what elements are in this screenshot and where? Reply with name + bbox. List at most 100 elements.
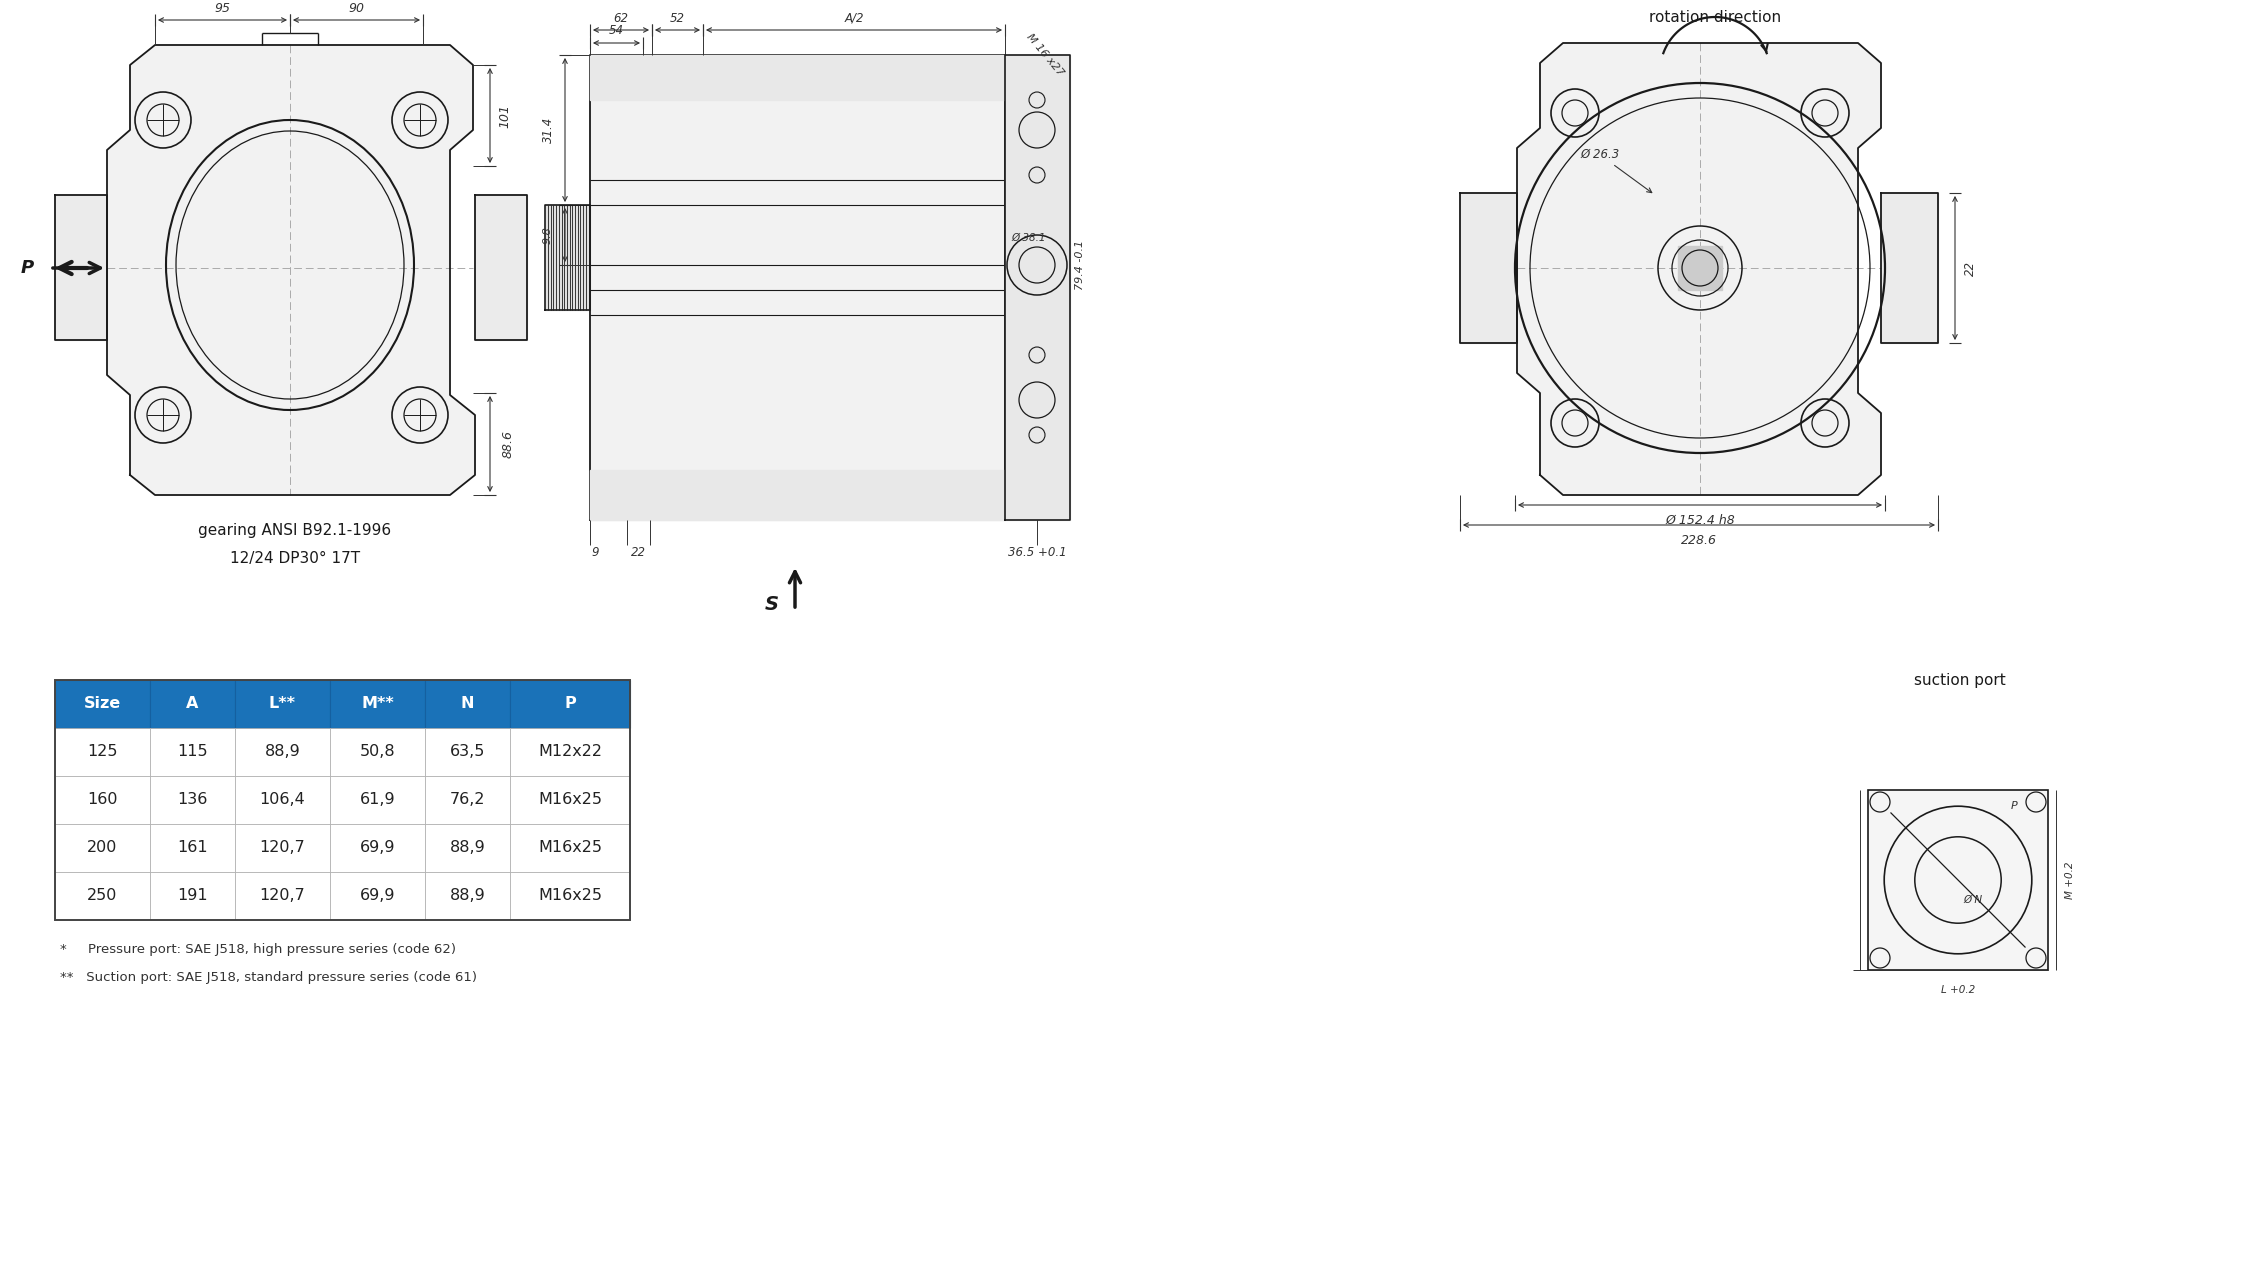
Polygon shape <box>1460 193 1517 343</box>
Text: 88,9: 88,9 <box>451 841 484 856</box>
Text: 161: 161 <box>177 841 208 856</box>
Text: 101: 101 <box>498 103 512 127</box>
Text: 9: 9 <box>591 547 598 560</box>
Text: 9.8: 9.8 <box>543 226 552 244</box>
Text: 115: 115 <box>177 744 208 759</box>
FancyBboxPatch shape <box>509 728 629 776</box>
Text: 228.6: 228.6 <box>1680 534 1716 547</box>
FancyBboxPatch shape <box>54 824 149 873</box>
Polygon shape <box>475 195 528 340</box>
Text: 88,9: 88,9 <box>265 744 301 759</box>
FancyBboxPatch shape <box>426 776 509 824</box>
Text: M16x25: M16x25 <box>539 792 602 808</box>
FancyBboxPatch shape <box>1868 790 2049 971</box>
Text: M**: M** <box>362 697 394 711</box>
FancyBboxPatch shape <box>149 824 235 873</box>
Polygon shape <box>591 55 1005 100</box>
FancyBboxPatch shape <box>54 728 149 776</box>
Text: 88.6: 88.6 <box>503 430 514 458</box>
FancyBboxPatch shape <box>331 681 426 728</box>
Text: 250: 250 <box>88 889 118 903</box>
Circle shape <box>1682 251 1718 286</box>
FancyBboxPatch shape <box>54 873 149 920</box>
Text: 22: 22 <box>629 547 645 560</box>
Text: 76,2: 76,2 <box>451 792 484 808</box>
FancyBboxPatch shape <box>426 824 509 873</box>
Text: A: A <box>186 697 199 711</box>
Text: P: P <box>20 259 34 277</box>
Text: 54: 54 <box>609 24 625 37</box>
FancyBboxPatch shape <box>149 728 235 776</box>
FancyBboxPatch shape <box>54 681 149 728</box>
Text: 200: 200 <box>88 841 118 856</box>
Text: S: S <box>765 595 779 614</box>
Text: M16x25: M16x25 <box>539 841 602 856</box>
Text: suction port: suction port <box>1913 673 2006 687</box>
Polygon shape <box>1005 55 1071 520</box>
Text: A/2: A/2 <box>844 11 865 24</box>
FancyBboxPatch shape <box>331 824 426 873</box>
FancyBboxPatch shape <box>426 873 509 920</box>
Text: P: P <box>2010 801 2017 812</box>
Text: M +0.2: M +0.2 <box>2065 861 2076 899</box>
Text: 69,9: 69,9 <box>360 841 396 856</box>
Text: 50,8: 50,8 <box>360 744 396 759</box>
FancyBboxPatch shape <box>426 681 509 728</box>
Text: 125: 125 <box>88 744 118 759</box>
Text: 52: 52 <box>670 11 686 24</box>
Text: 22: 22 <box>1963 261 1976 276</box>
Text: Ø N: Ø N <box>1963 895 1983 904</box>
FancyBboxPatch shape <box>235 728 331 776</box>
Text: 12/24 DP30° 17T: 12/24 DP30° 17T <box>231 551 360 566</box>
Text: Ø 152.4 h8: Ø 152.4 h8 <box>1664 514 1734 527</box>
FancyBboxPatch shape <box>235 824 331 873</box>
Polygon shape <box>54 195 106 340</box>
Text: 90: 90 <box>349 3 365 15</box>
Text: Ø 26.3: Ø 26.3 <box>1580 148 1653 192</box>
Text: **   Suction port: SAE J518, standard pressure series (code 61): ** Suction port: SAE J518, standard pres… <box>61 972 478 985</box>
Polygon shape <box>1881 193 1938 343</box>
FancyBboxPatch shape <box>509 873 629 920</box>
Text: 160: 160 <box>88 792 118 808</box>
Text: L +0.2: L +0.2 <box>1940 985 1974 995</box>
Text: 79.4 -0.1: 79.4 -0.1 <box>1075 240 1084 290</box>
FancyBboxPatch shape <box>235 873 331 920</box>
FancyBboxPatch shape <box>331 776 426 824</box>
Text: rotation direction: rotation direction <box>1648 10 1782 25</box>
Text: 106,4: 106,4 <box>260 792 306 808</box>
Text: M16x25: M16x25 <box>539 889 602 903</box>
Polygon shape <box>546 205 591 310</box>
FancyBboxPatch shape <box>235 776 331 824</box>
FancyBboxPatch shape <box>509 681 629 728</box>
FancyBboxPatch shape <box>509 776 629 824</box>
Text: N: N <box>462 697 473 711</box>
Text: 62: 62 <box>614 11 629 24</box>
FancyBboxPatch shape <box>331 728 426 776</box>
FancyBboxPatch shape <box>149 873 235 920</box>
Text: M12x22: M12x22 <box>539 744 602 759</box>
Text: 36.5 +0.1: 36.5 +0.1 <box>1007 547 1066 560</box>
Text: 120,7: 120,7 <box>260 841 306 856</box>
Text: *     Pressure port: SAE J518, high pressure series (code 62): * Pressure port: SAE J518, high pressure… <box>61 944 455 957</box>
Polygon shape <box>1517 43 1881 495</box>
Polygon shape <box>1678 245 1723 290</box>
Text: Ø 38.1: Ø 38.1 <box>1012 233 1046 243</box>
Text: 31.4: 31.4 <box>541 117 555 144</box>
Text: M 16 x27: M 16 x27 <box>1026 32 1066 78</box>
Text: 95: 95 <box>215 3 231 15</box>
Text: 120,7: 120,7 <box>260 889 306 903</box>
FancyBboxPatch shape <box>235 681 331 728</box>
FancyBboxPatch shape <box>54 776 149 824</box>
FancyBboxPatch shape <box>331 873 426 920</box>
FancyBboxPatch shape <box>509 824 629 873</box>
Text: 136: 136 <box>177 792 208 808</box>
FancyBboxPatch shape <box>149 776 235 824</box>
Polygon shape <box>591 55 1005 520</box>
Text: L**: L** <box>269 697 297 711</box>
Text: 63,5: 63,5 <box>451 744 484 759</box>
Text: 88,9: 88,9 <box>451 889 484 903</box>
Text: Size: Size <box>84 697 122 711</box>
Text: 61,9: 61,9 <box>360 792 396 808</box>
FancyBboxPatch shape <box>426 728 509 776</box>
Text: P: P <box>564 697 575 711</box>
